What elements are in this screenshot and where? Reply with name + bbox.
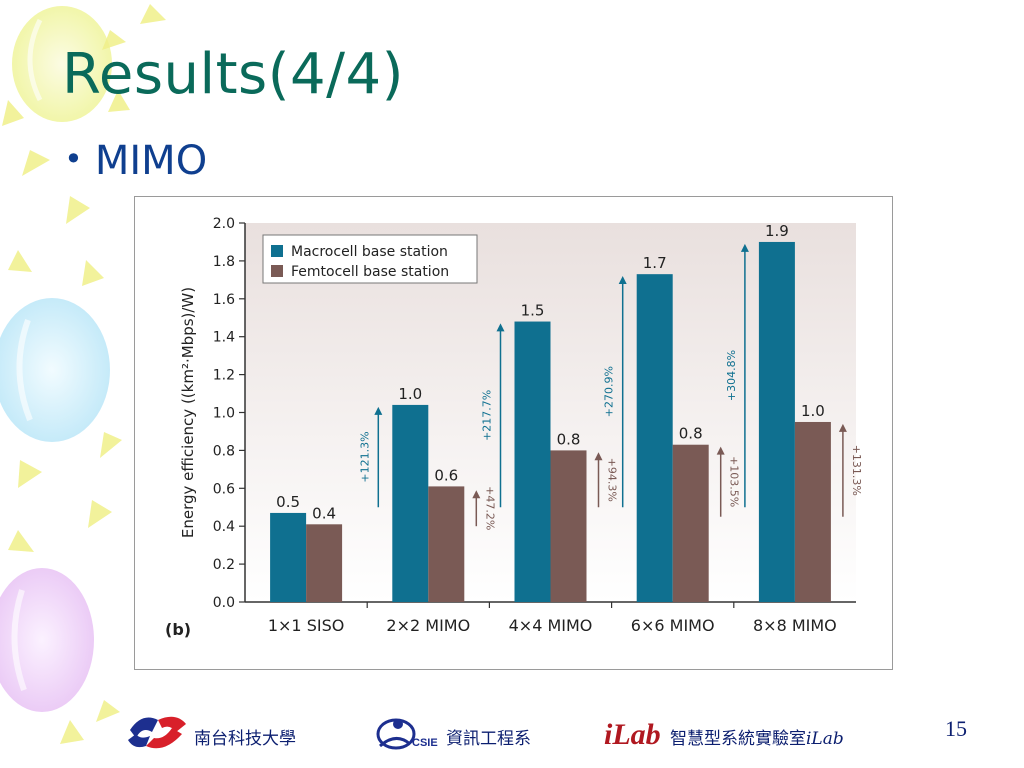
data-label: 0.8 — [557, 430, 581, 448]
data-label: 0.8 — [679, 425, 703, 443]
bar-macrocell — [758, 241, 795, 602]
y-tick-label: 1.0 — [213, 406, 235, 422]
growth-percentage-label: +121.3% — [358, 431, 371, 482]
bar-macrocell — [270, 512, 307, 602]
growth-arrow-head — [496, 323, 505, 332]
footer-school-name: 南台科技大學 — [194, 729, 296, 749]
growth-arrow-head — [618, 276, 627, 285]
data-label: 1.9 — [765, 222, 789, 240]
y-tick-label: 1.8 — [213, 254, 235, 270]
growth-arrow-head — [594, 452, 603, 461]
y-tick-label: 0.0 — [213, 595, 235, 611]
bar-femtocell — [550, 450, 587, 602]
x-tick-label: 2×2 MIMO — [386, 616, 470, 635]
growth-percentage-label: +103.5% — [728, 456, 741, 507]
page-number: 15 — [945, 716, 967, 741]
y-tick-label: 0.8 — [213, 443, 235, 459]
bar-macrocell — [514, 321, 551, 602]
growth-percentage-label: +131.3% — [850, 445, 863, 496]
legend-swatch — [271, 265, 283, 277]
legend-entry: Femtocell base station — [291, 264, 449, 280]
bar-femtocell — [306, 524, 343, 602]
y-tick-label: 1.6 — [213, 292, 235, 308]
y-tick-label: 0.2 — [213, 557, 235, 573]
yellow-balloon-decoration — [12, 6, 112, 122]
y-tick-label: 2.0 — [213, 216, 235, 232]
y-tick-label: 1.2 — [213, 368, 235, 384]
legend-entry: Macrocell base station — [291, 244, 448, 260]
footer-department-name: 資訊工程系 — [446, 729, 531, 749]
x-tick-label: 4×4 MIMO — [509, 616, 593, 635]
school-logo-icon — [128, 716, 186, 749]
growth-arrow-head — [740, 243, 749, 252]
bar-macrocell — [392, 404, 429, 602]
data-label: 0.5 — [276, 493, 300, 511]
ilab-logo-icon: iLab — [604, 718, 661, 751]
slide-title: Results(4/4) — [62, 42, 405, 107]
purple-balloon-decoration — [0, 568, 94, 712]
growth-arrow-head — [838, 423, 847, 432]
growth-percentage-label: +270.9% — [603, 366, 616, 417]
y-tick-label: 1.4 — [213, 330, 235, 346]
growth-arrow-head — [472, 490, 481, 499]
bar-chart: 0.0 0.2 0.4 0.6 0.8 1.0 1.2 1.4 1.6 1.8 2.0 Energy … — [165, 216, 863, 639]
x-tick-label: 8×8 MIMO — [753, 616, 837, 635]
data-label: 0.6 — [434, 466, 458, 484]
growth-percentage-label: +217.7% — [481, 390, 494, 441]
data-label: 1.0 — [398, 385, 422, 403]
legend-swatch — [271, 245, 283, 257]
bar-femtocell — [794, 421, 831, 602]
chart-frame: 0.0 0.2 0.4 0.6 0.8 1.0 1.2 1.4 1.6 1.8 2.0 Energy … — [134, 196, 893, 670]
growth-arrow-head — [374, 406, 383, 415]
growth-percentage-label: +304.8% — [725, 350, 738, 401]
growth-percentage-label: +47.2% — [483, 486, 496, 530]
csie-logo-text: CSIE — [412, 737, 438, 749]
bar-femtocell — [672, 444, 709, 602]
growth-arrow-head — [716, 446, 725, 455]
data-label: 0.4 — [312, 504, 336, 522]
footer-lab-prefix: 智慧型系統實驗室 — [670, 729, 806, 749]
x-tick-label: 1×1 SISO — [268, 616, 344, 635]
bar-femtocell — [428, 486, 465, 602]
footer-lab-suffix: iLab — [806, 729, 844, 749]
data-label: 1.5 — [521, 302, 545, 320]
blue-balloon-decoration — [0, 298, 110, 442]
footer: 南台科技大學 CSIE 資訊工程系 iLab 智慧型系統實驗室iLab — [0, 708, 1024, 758]
y-tick-label: 0.6 — [213, 481, 235, 497]
growth-percentage-label: +94.3% — [606, 458, 619, 502]
y-tick-label: 0.4 — [213, 519, 235, 535]
x-tick-label: 6×6 MIMO — [631, 616, 715, 635]
data-label: 1.7 — [643, 254, 667, 272]
data-label: 1.0 — [801, 402, 825, 420]
ilab-logo-text: iLab — [604, 718, 661, 751]
csie-logo-icon: CSIE — [376, 718, 438, 750]
panel-label: (b) — [165, 620, 191, 639]
bar-macrocell — [636, 274, 673, 602]
footer-lab-name: 智慧型系統實驗室iLab — [670, 724, 844, 749]
legend-box — [262, 234, 478, 284]
yellow-ray-decorations — [2, 4, 166, 744]
bullet-dot-icon: • — [64, 140, 83, 178]
bullet-item: • MIMO — [64, 138, 207, 184]
bullet-text: MIMO — [94, 138, 208, 184]
y-axis-label: Energy efficiency ((km²·Mbps)/W) — [179, 287, 197, 538]
